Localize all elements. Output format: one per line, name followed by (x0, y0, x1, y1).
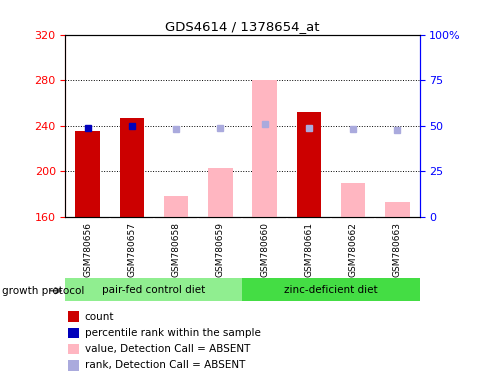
Bar (296, 112, 320, 217)
Bar (208, 168, 232, 217)
Text: GSM780659: GSM780659 (215, 222, 225, 277)
Text: GSM780657: GSM780657 (127, 222, 136, 277)
Bar (65, 278, 242, 301)
Text: value, Detection Call = ABSENT: value, Detection Call = ABSENT (85, 344, 250, 354)
Text: growth protocol: growth protocol (2, 286, 85, 296)
Text: pair-fed control diet: pair-fed control diet (102, 285, 205, 295)
Bar (384, 202, 408, 217)
Text: zinc-deficient diet: zinc-deficient diet (284, 285, 377, 295)
Text: count: count (85, 312, 114, 322)
Text: GSM780661: GSM780661 (304, 222, 313, 277)
Bar (242, 278, 419, 301)
Bar (340, 183, 364, 217)
Bar (76, 131, 100, 217)
Bar (252, 80, 276, 217)
Text: GSM780660: GSM780660 (259, 222, 269, 277)
Text: GSM780662: GSM780662 (348, 222, 357, 277)
Text: GSM780656: GSM780656 (83, 222, 92, 277)
Title: GDS4614 / 1378654_at: GDS4614 / 1378654_at (165, 20, 319, 33)
Text: rank, Detection Call = ABSENT: rank, Detection Call = ABSENT (85, 360, 245, 370)
Text: GSM780663: GSM780663 (392, 222, 401, 277)
Text: GSM780658: GSM780658 (171, 222, 180, 277)
Text: percentile rank within the sample: percentile rank within the sample (85, 328, 260, 338)
Bar (120, 118, 144, 217)
Bar (164, 197, 188, 217)
